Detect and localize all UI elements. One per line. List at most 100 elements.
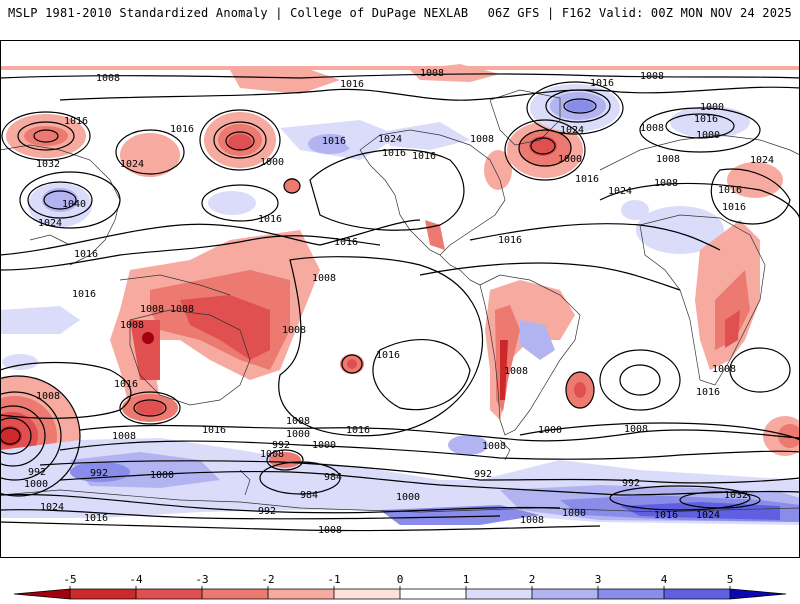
isobar-label: 1000 <box>558 154 582 165</box>
isobar-label: 1024 <box>40 502 64 513</box>
colorbar-tick-label: -2 <box>261 573 274 586</box>
isobar-label: 1008 <box>170 304 194 315</box>
isobar-label: 1008 <box>656 154 680 165</box>
isobar-label: 1008 <box>504 366 528 377</box>
isobar-label: 1016 <box>376 350 400 361</box>
coastline-antarctica <box>0 489 800 513</box>
colorbar-tick-label: 5 <box>727 573 734 586</box>
colorbar-segment <box>532 589 599 599</box>
isobar-label: 1008 <box>140 304 164 315</box>
isobar-label: 1016 <box>84 513 108 524</box>
isobar-label: 1008 <box>120 320 144 331</box>
isobar-label: 1016 <box>64 116 88 127</box>
isobar-label: 1000 <box>562 508 586 519</box>
isobar-label: 1008 <box>520 515 544 526</box>
isobar-label: 1000 <box>700 102 724 113</box>
isobar-label: 1016 <box>654 510 678 521</box>
isobar-label: 1024 <box>696 510 720 521</box>
isobar-label: 1000 <box>260 157 284 168</box>
colorbar-segment <box>466 589 533 599</box>
colorbar-segment <box>202 589 269 599</box>
isobar-label: 1000 <box>24 479 48 490</box>
isobar-label: 1008 <box>318 525 342 536</box>
colorbar-tick-label: -3 <box>195 573 208 586</box>
colorbar-tick-label: 0 <box>397 573 404 586</box>
colorbar: -5 -4 -3 -2 -1 0 1 2 3 4 5 <box>0 566 800 600</box>
isobar-label: 984 <box>324 472 342 483</box>
isobar-label: 1000 <box>312 440 336 451</box>
colorbar-segment <box>598 589 665 599</box>
colorbar-tick-label: 4 <box>661 573 668 586</box>
colorbar-tick-label: -1 <box>327 573 340 586</box>
isobar-label: 1016 <box>334 237 358 248</box>
colorbar-segment <box>400 589 467 599</box>
isobar-label: 1008 <box>654 178 678 189</box>
isobar-label: 1016 <box>718 185 742 196</box>
colorbar-segment <box>136 589 203 599</box>
isobar-label: 992 <box>272 440 290 451</box>
coastline-australia <box>129 309 251 406</box>
isobar-labels: 1008 1008 1008 1016 1016 1000 1016 1016 … <box>24 68 774 536</box>
isobar-label: 1024 <box>38 218 62 229</box>
mslp-anomaly-map: 1008 1008 1008 1016 1016 1000 1016 1016 … <box>0 40 800 558</box>
isobar-label: 1016 <box>114 379 138 390</box>
isobar-label: 1008 <box>112 431 136 442</box>
isobar-label: 1024 <box>750 155 774 166</box>
isobar-label: 1040 <box>62 199 86 210</box>
isobar-label: 1008 <box>712 364 736 375</box>
isobar-label: 1008 <box>640 71 664 82</box>
isobar-label: 1016 <box>498 235 522 246</box>
isobar-label: 1024 <box>378 134 402 145</box>
isobar-label: 1008 <box>286 416 310 427</box>
colorbar-tick-label: 1 <box>463 573 470 586</box>
colorbar-extend-high <box>730 589 786 599</box>
colorbar-segment <box>268 589 335 599</box>
isobar-label: 1016 <box>382 148 406 159</box>
isobar-label: 1016 <box>412 151 436 162</box>
isobar-label: 992 <box>28 467 46 478</box>
isobar-label: 1016 <box>258 214 282 225</box>
isobar-label: 1016 <box>322 136 346 147</box>
chart-title-right: 06Z GFS | F162 Valid: 00Z MON NOV 24 202… <box>487 6 792 20</box>
colorbar-segment <box>664 589 731 599</box>
coastline-north-america <box>359 129 506 256</box>
isobar-label: 1016 <box>74 249 98 260</box>
isobar-label: 992 <box>90 468 108 479</box>
coastline-africa <box>639 214 766 386</box>
isobar-label: 1032 <box>36 159 60 170</box>
isobars <box>0 73 800 532</box>
isobar-label: 1000 <box>696 130 720 141</box>
colorbar-segment <box>70 589 137 599</box>
isobar-label: 1008 <box>96 73 120 84</box>
isobar-label: 1008 <box>640 123 664 134</box>
isobar-label: 1016 <box>346 425 370 436</box>
isobar-label: 1016 <box>170 124 194 135</box>
isobar-label: 992 <box>622 478 640 489</box>
isobar-label: 1000 <box>538 425 562 436</box>
isobar-label: 1008 <box>312 273 336 284</box>
isobar-label: 1000 <box>396 492 420 503</box>
isobar-label: 1000 <box>286 429 310 440</box>
colorbar-extend-low <box>14 589 70 599</box>
isobar-label: 1024 <box>120 159 144 170</box>
isobar-label: 1000 <box>150 470 174 481</box>
isobar-label: 1008 <box>470 134 494 145</box>
isobar-label: 992 <box>474 469 492 480</box>
isobar-label: 1016 <box>340 79 364 90</box>
coastline-south-america <box>479 274 581 436</box>
isobar-label: 984 <box>300 490 318 501</box>
colorbar-tick-label: 3 <box>595 573 602 586</box>
isobar-label: 1024 <box>608 186 632 197</box>
isobar-label: 1016 <box>590 78 614 89</box>
neg-anomaly-arctic <box>230 66 340 94</box>
coastlines <box>0 89 800 513</box>
chart-title-left: MSLP 1981-2010 Standardized Anomaly | Co… <box>8 6 469 20</box>
isobar-label: 1008 <box>482 441 506 452</box>
isobar-label: 992 <box>258 506 276 517</box>
isobar-label: 1032 <box>724 490 748 501</box>
isobar-label: 1008 <box>624 424 648 435</box>
isobar-label: 1016 <box>575 174 599 185</box>
colorbar-tick-label: 2 <box>529 573 536 586</box>
isobar-label: 1016 <box>202 425 226 436</box>
colorbar-tick-label: -4 <box>129 573 143 586</box>
